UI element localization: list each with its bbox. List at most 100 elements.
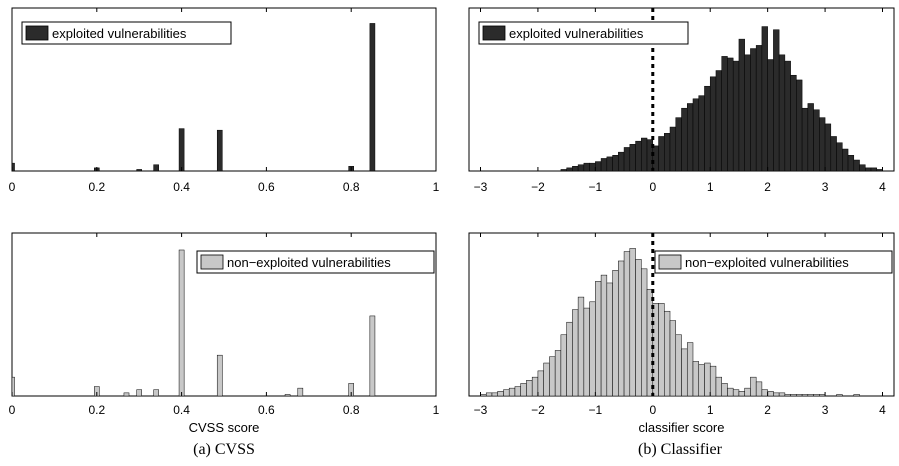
histogram-bar bbox=[583, 307, 590, 397]
histogram-bar bbox=[675, 334, 682, 397]
histogram-bar bbox=[721, 56, 728, 172]
histogram-bar bbox=[623, 147, 631, 172]
histogram-bar bbox=[589, 301, 596, 397]
histogram-bar bbox=[566, 321, 573, 397]
histogram-bar bbox=[681, 107, 688, 172]
histogram-bar bbox=[572, 166, 579, 172]
histogram-bar bbox=[853, 394, 860, 397]
histogram-bar bbox=[491, 392, 498, 397]
histogram-bar bbox=[369, 23, 376, 172]
chart-cvss-non-exploited: 0 0.2 0.4 0.6 0.8 1 CVSS score non−exploited vu… bbox=[9, 232, 440, 435]
x-tick-label: 1 bbox=[707, 180, 714, 194]
histogram-bar bbox=[767, 59, 774, 172]
histogram-bar bbox=[136, 169, 142, 172]
x-tick-label: 0 bbox=[9, 180, 16, 194]
histogram-bar bbox=[750, 376, 757, 397]
histogram-bar bbox=[709, 365, 717, 397]
histogram-bar bbox=[715, 376, 722, 397]
histogram-bar bbox=[853, 159, 860, 172]
histogram-bar bbox=[629, 248, 636, 397]
histogram-bar bbox=[514, 386, 521, 397]
histogram-bar bbox=[537, 370, 544, 397]
histogram-bar bbox=[178, 249, 185, 397]
histogram-bar bbox=[836, 142, 843, 172]
histogram-bar bbox=[761, 26, 768, 172]
histogram-bar bbox=[819, 117, 826, 172]
histogram-bar bbox=[664, 310, 671, 397]
x-tick-label: 1 bbox=[433, 403, 440, 417]
histogram-bar bbox=[600, 158, 608, 172]
histogram-bar bbox=[870, 167, 878, 172]
x-tick-label: −1 bbox=[589, 180, 603, 194]
histogram-bar bbox=[692, 361, 699, 397]
histogram-bar bbox=[669, 320, 677, 397]
histogram-bar bbox=[297, 387, 304, 397]
histogram-bar bbox=[698, 364, 705, 397]
histogram-bar bbox=[577, 164, 585, 172]
x-tick-label: 3 bbox=[822, 403, 829, 417]
histogram-bar bbox=[606, 156, 613, 172]
histogram-bar bbox=[778, 392, 786, 397]
histogram-bar bbox=[497, 391, 504, 397]
legend-swatch bbox=[482, 25, 506, 41]
histogram-bar bbox=[681, 348, 688, 397]
x-tick-label: −3 bbox=[474, 180, 488, 194]
histogram-bar bbox=[508, 387, 516, 397]
x-tick-label: −1 bbox=[589, 403, 603, 417]
histogram-bar bbox=[600, 274, 608, 397]
histogram-bar bbox=[612, 270, 619, 397]
legend-box bbox=[478, 21, 689, 45]
histogram-bar bbox=[284, 394, 291, 397]
histogram-bar bbox=[807, 103, 814, 172]
histogram-bar bbox=[796, 394, 803, 397]
histogram-bar bbox=[773, 29, 780, 172]
histogram-bar bbox=[123, 392, 130, 397]
histogram-bar bbox=[727, 57, 734, 172]
histogram-bar bbox=[153, 389, 159, 397]
histogram-bar bbox=[549, 356, 556, 397]
histogram-bar bbox=[709, 76, 717, 172]
histogram-bar bbox=[847, 155, 855, 172]
histogram-bar bbox=[595, 281, 602, 397]
histogram-bar bbox=[721, 383, 728, 397]
histogram-bar bbox=[629, 144, 636, 172]
histogram-bar bbox=[801, 107, 809, 172]
histogram-bar bbox=[635, 140, 642, 172]
histogram-bar bbox=[641, 137, 648, 172]
chart-classifier-non-exploited: −3 −2 −1 0 1 2 3 4 classifier score non−exploited… bbox=[468, 232, 895, 435]
histogram-bar bbox=[755, 45, 763, 172]
histogram-bar bbox=[836, 394, 843, 397]
histogram-bar bbox=[842, 148, 849, 172]
histogram-bar bbox=[784, 394, 791, 397]
histogram-bar bbox=[136, 389, 142, 397]
histogram-bar bbox=[618, 151, 625, 172]
histogram-bar bbox=[727, 387, 734, 397]
histogram-bar bbox=[669, 126, 677, 172]
x-tick-label: 0.4 bbox=[173, 180, 190, 194]
histogram-bar bbox=[790, 394, 797, 397]
legend-box bbox=[21, 21, 232, 45]
histogram-bar bbox=[738, 38, 745, 172]
legend-box bbox=[196, 250, 435, 274]
histogram-bar bbox=[773, 392, 780, 397]
histogram-bar bbox=[577, 296, 585, 397]
x-axis-label: CVSS score bbox=[189, 420, 260, 435]
histogram-bar bbox=[641, 268, 648, 397]
x-tick-label: 1 bbox=[707, 403, 714, 417]
histogram-bar bbox=[830, 136, 837, 172]
histogram-bar bbox=[675, 117, 682, 172]
histogram-bar bbox=[606, 282, 613, 397]
histogram-bar bbox=[612, 155, 619, 172]
histogram-bar bbox=[554, 350, 562, 397]
histogram-bar bbox=[750, 48, 757, 172]
histogram-bar bbox=[652, 145, 659, 172]
x-tick-label: −2 bbox=[531, 403, 545, 417]
x-tick-label: 3 bbox=[822, 180, 829, 194]
histogram-bar bbox=[761, 389, 768, 397]
histogram-bar bbox=[503, 389, 510, 397]
histogram-bar bbox=[778, 54, 786, 172]
x-axis-label: classifier score bbox=[639, 420, 725, 435]
x-tick-label: −2 bbox=[531, 180, 545, 194]
histogram-bar bbox=[744, 387, 751, 397]
